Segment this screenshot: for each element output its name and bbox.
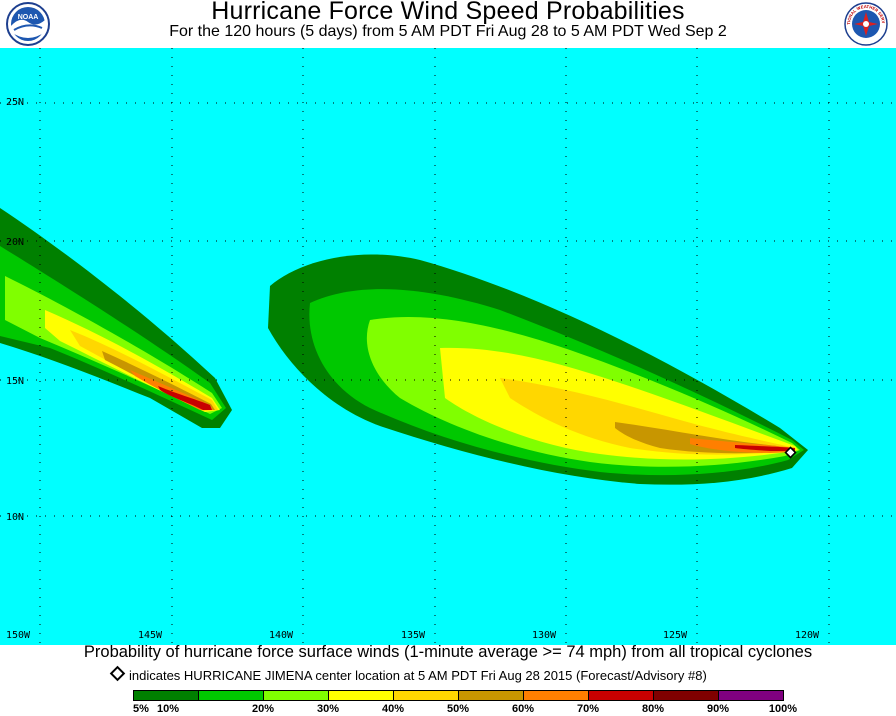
- legend-label: 20%: [251, 703, 275, 715]
- legend-label: 50%: [446, 703, 470, 715]
- legend-swatch: [458, 690, 524, 701]
- page-title: Hurricane Force Wind Speed Probabilities: [211, 0, 685, 25]
- legend-label: 10%: [156, 703, 180, 715]
- lon-label-150w: 150W: [6, 630, 31, 641]
- lat-label-10n: 10N: [6, 512, 24, 523]
- probability-map: 25N 20N 15N 10N 150W 145W 140W 135W 130W…: [0, 48, 896, 645]
- graticule: [0, 48, 896, 645]
- lon-label-135w: 135W: [401, 630, 426, 641]
- noaa-logo-icon: NOAA: [6, 2, 50, 46]
- legend-swatch: [718, 690, 784, 701]
- probability-legend: 5% 10% 20% 30% 40% 50% 60% 70% 80% 90% 100%: [0, 690, 896, 716]
- lat-label-25n: 25N: [6, 97, 24, 108]
- legend-swatch: [198, 690, 264, 701]
- lat-label-15n: 15N: [6, 376, 24, 387]
- legend-swatch: [393, 690, 459, 701]
- diamond-marker-icon: [109, 665, 126, 682]
- east-probability-swath: [268, 254, 808, 485]
- lon-label-125w: 125W: [663, 630, 688, 641]
- header: NOAA Hurricane Force Wind Speed Probabil…: [0, 0, 896, 48]
- legend-label: 5%: [133, 703, 149, 715]
- advisory-line: indicates HURRICANE JIMENA center locati…: [108, 665, 868, 683]
- legend-label: 90%: [706, 703, 730, 715]
- legend-label: 80%: [641, 703, 665, 715]
- legend-swatch: [133, 690, 199, 701]
- page-subtitle: For the 120 hours (5 days) from 5 AM PDT…: [169, 23, 727, 40]
- lat-label-20n: 20N: [6, 237, 24, 248]
- legend-swatch: [263, 690, 329, 701]
- nws-logo-icon: NATIONAL WEATHER SERVICE: [842, 0, 888, 46]
- legend-label: 30%: [316, 703, 340, 715]
- map-svg: 25N 20N 15N 10N 150W 145W 140W 135W 130W…: [0, 48, 896, 645]
- legend-swatch: [523, 690, 589, 701]
- legend-swatch: [328, 690, 394, 701]
- map-caption: Probability of hurricane force surface w…: [83, 643, 813, 661]
- legend-swatch: [653, 690, 719, 701]
- lon-label-120w: 120W: [795, 630, 820, 641]
- west-probability-swath: [0, 208, 232, 428]
- lon-label-130w: 130W: [532, 630, 557, 641]
- lon-label-145w: 145W: [138, 630, 163, 641]
- advisory-text: indicates HURRICANE JIMENA center locati…: [129, 668, 707, 683]
- legend-label: 100%: [768, 703, 798, 715]
- legend-label: 60%: [511, 703, 535, 715]
- legend-label: 70%: [576, 703, 600, 715]
- legend-swatch: [588, 690, 654, 701]
- legend-label: 40%: [381, 703, 405, 715]
- lon-label-140w: 140W: [269, 630, 294, 641]
- svg-text:NOAA: NOAA: [18, 14, 39, 21]
- hurricane-center-marker: [784, 446, 797, 459]
